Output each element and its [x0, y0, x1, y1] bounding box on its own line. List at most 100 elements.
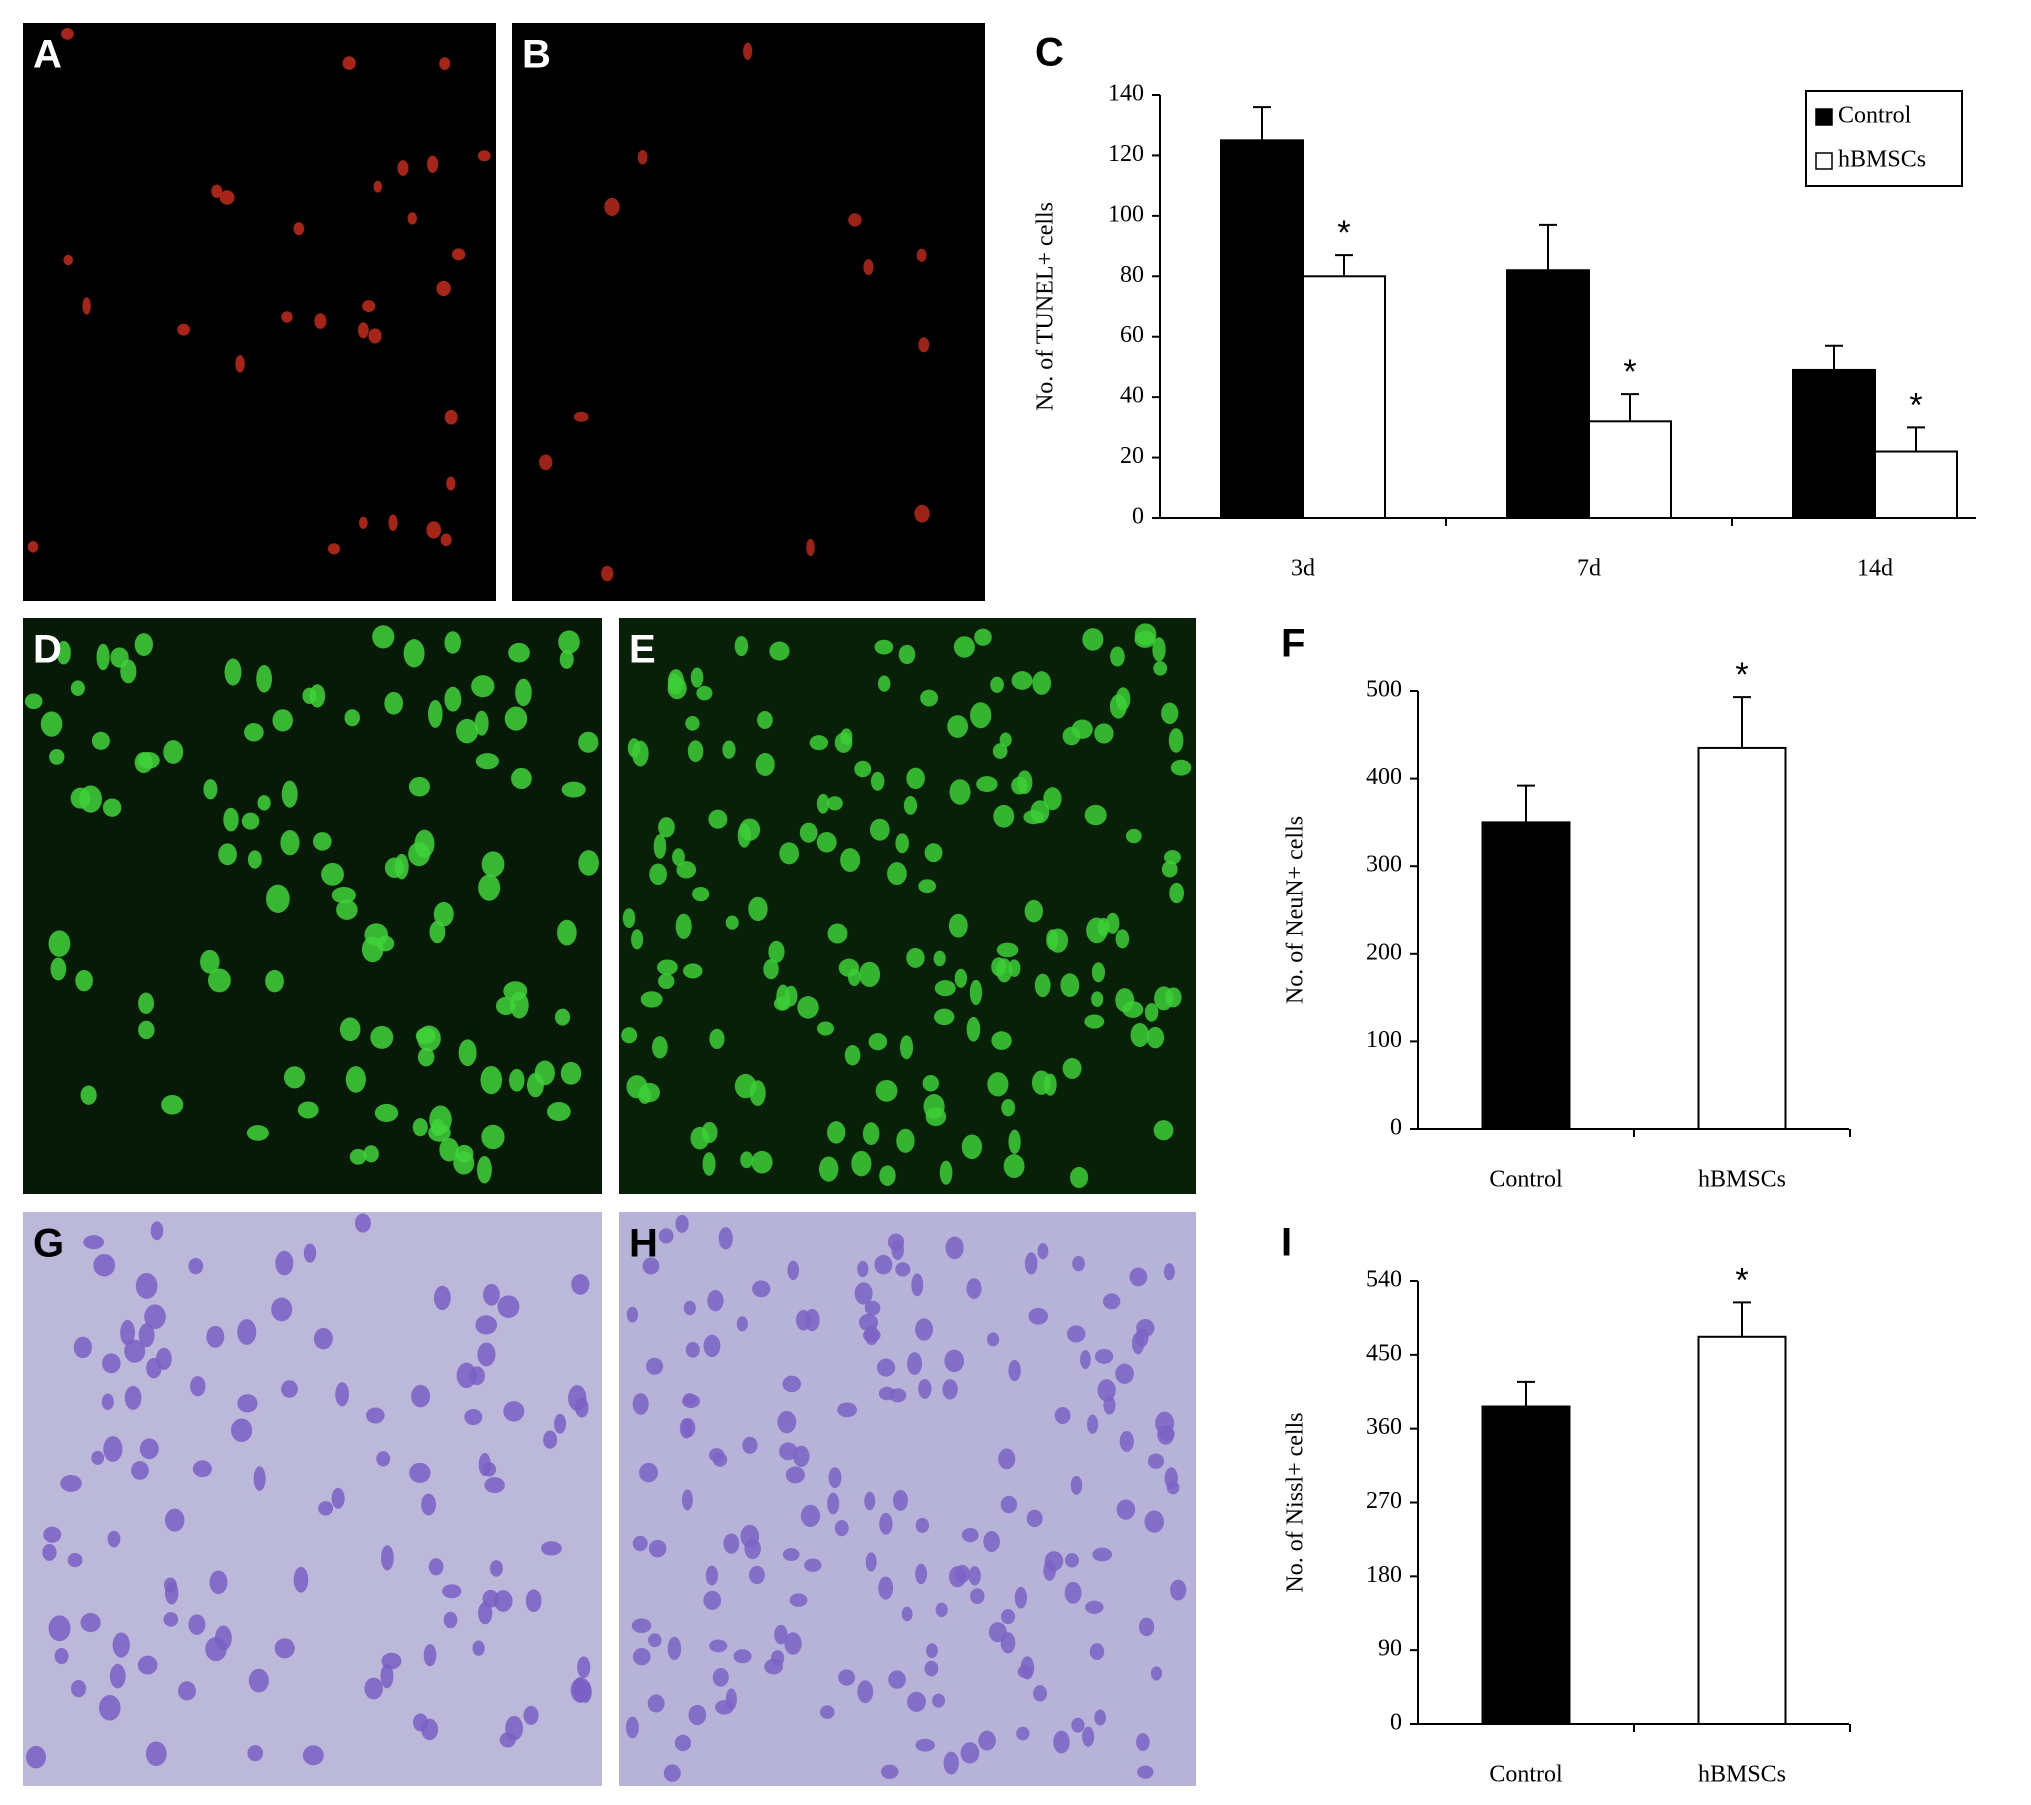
cell	[631, 929, 644, 950]
cell	[854, 760, 872, 778]
cell	[439, 57, 451, 70]
cell	[207, 968, 231, 993]
cell	[421, 1718, 439, 1741]
cell	[918, 1378, 932, 1399]
cell	[789, 1593, 808, 1607]
cell	[523, 1705, 539, 1725]
cell	[874, 1254, 893, 1275]
cell	[838, 958, 860, 977]
cell	[920, 689, 939, 707]
error-bar	[1517, 1380, 1535, 1407]
cell	[740, 1151, 754, 1169]
cell	[190, 1376, 206, 1397]
cell	[281, 311, 293, 323]
cell	[718, 1227, 733, 1250]
cell	[433, 1285, 451, 1311]
x-tick-label: 3d	[1291, 556, 1315, 582]
y-tick-label: 270	[1366, 1488, 1402, 1514]
cell	[224, 658, 242, 686]
cell	[942, 1379, 958, 1400]
cell	[112, 1632, 130, 1658]
cell	[237, 1394, 258, 1413]
cell	[751, 1150, 773, 1174]
cell	[578, 731, 599, 753]
cell	[968, 1566, 981, 1586]
cell	[373, 180, 383, 193]
cell	[223, 807, 239, 832]
panel-label: H	[629, 1222, 658, 1266]
cell	[974, 628, 992, 646]
cell	[744, 1538, 761, 1560]
cell	[368, 328, 382, 344]
cell	[932, 1693, 946, 1708]
cell	[1125, 828, 1142, 844]
cell	[578, 850, 599, 876]
cell	[474, 710, 489, 736]
cell	[508, 642, 530, 663]
cell	[817, 1021, 834, 1036]
cell	[481, 1124, 505, 1150]
error-bar	[1253, 106, 1271, 141]
cell	[1054, 1406, 1071, 1425]
cell	[345, 1066, 366, 1093]
y-tick-label: 40	[1120, 383, 1144, 409]
cell	[887, 862, 907, 886]
cell	[642, 1257, 660, 1275]
cell	[864, 1325, 879, 1346]
cell	[742, 1436, 758, 1454]
cell	[71, 1680, 87, 1698]
cell	[658, 1228, 674, 1244]
cell	[75, 969, 93, 992]
cell	[1134, 630, 1156, 648]
cell	[205, 1637, 227, 1662]
significance-mark: *	[1735, 656, 1748, 694]
cell	[1072, 1255, 1085, 1272]
cell	[107, 1530, 121, 1548]
cell	[440, 533, 452, 547]
cell	[1080, 1349, 1091, 1370]
cell	[253, 1466, 266, 1491]
cell	[1008, 1129, 1021, 1154]
cell	[135, 1273, 158, 1299]
cell	[257, 795, 271, 811]
cell	[96, 643, 110, 671]
cell	[428, 1123, 451, 1142]
cell	[987, 1072, 1009, 1097]
cell	[80, 1613, 101, 1633]
cell	[632, 1393, 649, 1415]
legend-label: hBMSCs	[1838, 147, 1926, 173]
cell	[826, 796, 843, 811]
cell	[690, 667, 704, 688]
cell	[248, 1668, 269, 1693]
cell	[649, 863, 667, 886]
cell	[895, 1262, 911, 1277]
cell	[703, 1590, 722, 1610]
cell	[652, 1036, 668, 1059]
cell	[446, 476, 456, 491]
bar	[1481, 821, 1571, 1131]
y-tick-label: 500	[1366, 677, 1402, 703]
y-tick-label: 100	[1108, 201, 1144, 227]
cell	[1165, 987, 1182, 1008]
cell	[966, 1016, 981, 1042]
cell	[681, 1418, 696, 1438]
y-tick-label: 60	[1120, 322, 1144, 348]
bar	[1481, 1405, 1571, 1726]
cell	[1136, 1733, 1150, 1752]
cell	[477, 1155, 492, 1184]
cell	[898, 644, 916, 665]
cell	[1008, 1359, 1021, 1382]
cell	[230, 1418, 253, 1443]
cell	[703, 1334, 721, 1358]
bar	[1220, 139, 1304, 519]
cell	[1043, 1073, 1057, 1096]
legend-box	[1805, 90, 1963, 187]
cell	[134, 633, 154, 656]
cell	[804, 1558, 822, 1572]
cell	[947, 715, 969, 738]
error-bar	[1517, 784, 1535, 823]
cell	[539, 454, 553, 471]
cell	[380, 1663, 394, 1689]
cell	[247, 1745, 264, 1762]
cell	[915, 1517, 930, 1533]
